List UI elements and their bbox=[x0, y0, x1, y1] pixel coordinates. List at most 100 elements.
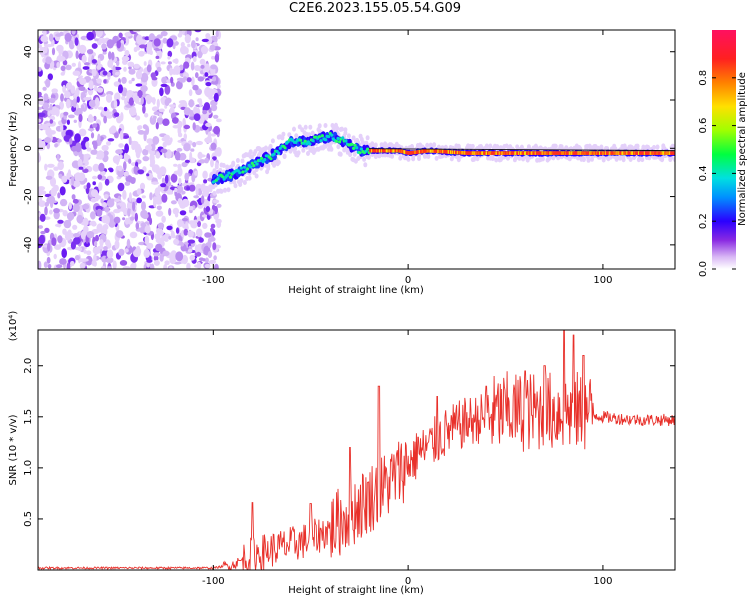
noise-speckle bbox=[178, 100, 187, 104]
ridge-core bbox=[429, 149, 432, 153]
noise-speckle bbox=[191, 76, 195, 87]
noise-speckle bbox=[169, 255, 177, 265]
ridge-core bbox=[581, 151, 584, 155]
ridge-halo bbox=[266, 165, 271, 171]
noise-speckle bbox=[42, 102, 50, 110]
noise-speckle bbox=[188, 99, 194, 108]
noise-speckle bbox=[157, 230, 164, 236]
ridge-mark bbox=[272, 152, 276, 156]
noise-speckle bbox=[174, 151, 181, 161]
ridge-halo bbox=[221, 163, 226, 168]
noise-speckle bbox=[116, 40, 121, 49]
noise-speckle bbox=[63, 111, 69, 116]
noise-speckle bbox=[183, 61, 190, 69]
ridge-core bbox=[661, 151, 663, 155]
noise-speckle bbox=[140, 96, 144, 105]
noise-speckle bbox=[73, 236, 81, 245]
ridge-halo bbox=[239, 178, 244, 184]
ridge-mark bbox=[319, 139, 323, 143]
ridge-halo bbox=[329, 146, 334, 152]
ridge-core bbox=[490, 151, 493, 155]
ridge-core bbox=[377, 148, 379, 153]
noise-speckle bbox=[68, 138, 73, 145]
colorbar-label: Normalized spectral amplitude bbox=[737, 72, 748, 226]
noise-speckle bbox=[173, 238, 180, 245]
noise-speckle bbox=[44, 163, 48, 171]
noise-speckle bbox=[83, 136, 90, 142]
ridge-core bbox=[641, 151, 644, 155]
ridge-core bbox=[597, 151, 599, 155]
noise-speckle bbox=[68, 114, 75, 119]
ridge-core bbox=[653, 151, 656, 155]
ridge-core bbox=[446, 150, 448, 154]
noise-speckle bbox=[202, 170, 208, 179]
ridge-core bbox=[614, 151, 617, 155]
ridge-halo bbox=[292, 126, 296, 132]
noise-speckle bbox=[204, 257, 209, 263]
noise-speckle bbox=[38, 112, 46, 118]
ridge-halo bbox=[628, 157, 633, 162]
noise-speckle bbox=[39, 213, 46, 222]
noise-speckle bbox=[188, 206, 194, 211]
ridge-mark bbox=[255, 162, 259, 166]
noise-speckle bbox=[42, 86, 47, 91]
ridge-core bbox=[650, 151, 653, 155]
noise-speckle bbox=[166, 225, 173, 231]
ridge-core bbox=[541, 151, 544, 155]
noise-speckle bbox=[60, 65, 66, 72]
ridge-core bbox=[457, 150, 460, 155]
ridge-core bbox=[559, 151, 561, 155]
noise-speckle bbox=[97, 57, 101, 67]
noise-speckle bbox=[49, 209, 53, 215]
noise-speckle bbox=[183, 76, 188, 81]
ridge-core bbox=[438, 149, 440, 154]
noise-speckle bbox=[123, 161, 127, 171]
noise-speckle bbox=[204, 86, 212, 97]
noise-speckle bbox=[129, 216, 135, 221]
noise-speckle bbox=[118, 248, 125, 256]
noise-speckle bbox=[186, 262, 191, 269]
x-tick-label: -100 bbox=[202, 576, 225, 587]
noise-speckle bbox=[40, 35, 49, 43]
noise-speckle bbox=[181, 198, 190, 208]
noise-speckle bbox=[195, 37, 199, 42]
ridge-core bbox=[511, 151, 513, 155]
noise-speckle bbox=[209, 44, 216, 51]
ridge-core bbox=[422, 149, 425, 154]
ridge-core bbox=[395, 148, 398, 153]
noise-speckle bbox=[207, 239, 212, 248]
ridge-core bbox=[631, 151, 633, 155]
ridge-core bbox=[640, 151, 643, 155]
noise-speckle bbox=[175, 185, 184, 194]
ridge-core bbox=[471, 151, 473, 155]
noise-speckle bbox=[133, 165, 138, 172]
noise-speckle bbox=[90, 211, 96, 220]
ridge-core bbox=[474, 151, 476, 155]
ridge-core bbox=[515, 151, 517, 155]
noise-speckle bbox=[153, 259, 160, 266]
ridge-core bbox=[377, 148, 380, 153]
noise-speckle bbox=[187, 43, 191, 48]
ridge-halo bbox=[360, 140, 365, 145]
ridge-core bbox=[452, 150, 455, 155]
noise-speckle bbox=[80, 258, 89, 262]
noise-speckle bbox=[183, 133, 187, 140]
ridge-core bbox=[404, 150, 406, 154]
noise-speckle bbox=[141, 195, 146, 199]
noise-speckle bbox=[56, 44, 64, 53]
ridge-core bbox=[547, 151, 549, 155]
noise-speckle bbox=[124, 143, 129, 154]
noise-speckle bbox=[214, 53, 220, 63]
noise-speckle bbox=[164, 84, 171, 95]
ridge-core bbox=[647, 151, 650, 155]
ridge-core bbox=[596, 151, 598, 155]
noise-speckle bbox=[142, 156, 150, 162]
ridge-mark bbox=[320, 134, 324, 138]
ridge-core bbox=[509, 151, 511, 155]
noise-speckle bbox=[178, 120, 183, 129]
ridge-mark bbox=[263, 158, 267, 162]
ridge-core bbox=[637, 151, 639, 155]
noise-speckle bbox=[192, 122, 196, 131]
noise-speckle bbox=[136, 188, 142, 196]
noise-speckle bbox=[38, 139, 43, 149]
